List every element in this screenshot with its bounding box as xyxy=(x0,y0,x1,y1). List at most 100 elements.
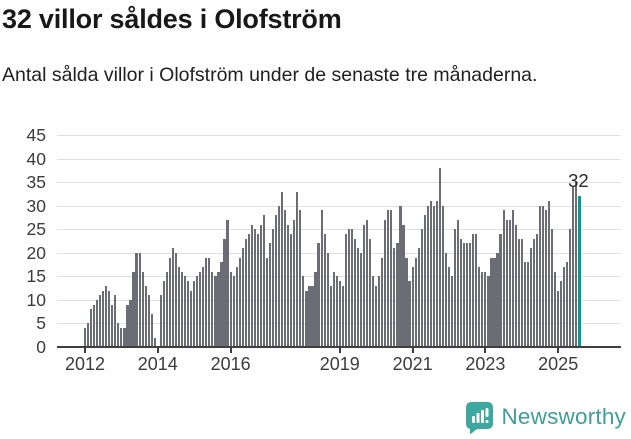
bar xyxy=(381,257,384,347)
bar xyxy=(265,257,269,347)
bar xyxy=(302,276,305,347)
x-axis-label: 2014 xyxy=(137,354,178,374)
bar xyxy=(150,314,153,347)
bar xyxy=(560,281,563,347)
bar xyxy=(390,210,393,347)
bar xyxy=(114,295,117,347)
bar xyxy=(369,238,372,347)
bar xyxy=(287,224,290,347)
newsworthy-logo-text: Newsworthy xyxy=(501,404,626,429)
bar xyxy=(162,281,165,347)
bar xyxy=(305,290,308,347)
bar xyxy=(238,257,241,347)
bar xyxy=(554,271,557,347)
bar xyxy=(256,233,259,347)
bar xyxy=(396,243,399,347)
bar xyxy=(563,266,566,347)
bar xyxy=(229,271,232,347)
bar xyxy=(529,248,532,347)
bar xyxy=(299,210,302,347)
bar xyxy=(426,205,429,347)
bar xyxy=(281,191,284,347)
bar xyxy=(174,252,178,347)
y-axis-label: 20 xyxy=(26,242,46,263)
bar xyxy=(214,276,217,347)
bar xyxy=(526,262,529,347)
bar xyxy=(262,215,266,347)
bar xyxy=(402,224,405,347)
bar xyxy=(329,285,332,347)
gridline xyxy=(57,158,621,160)
bar xyxy=(117,323,120,347)
gridline xyxy=(57,252,621,254)
bar xyxy=(517,238,520,347)
bar xyxy=(566,262,569,347)
gridline xyxy=(57,135,621,136)
bar xyxy=(359,252,363,347)
bar xyxy=(523,262,526,347)
bar xyxy=(438,168,441,347)
bar xyxy=(350,229,354,347)
x-axis-label: 2019 xyxy=(319,354,360,374)
y-axis-label: 35 xyxy=(26,172,46,193)
bar xyxy=(108,290,111,347)
bar xyxy=(208,257,211,347)
bar xyxy=(86,323,90,347)
bar xyxy=(83,328,87,347)
bar xyxy=(193,281,196,347)
bar xyxy=(296,191,299,347)
bar xyxy=(180,271,184,347)
bar xyxy=(335,276,338,347)
bar xyxy=(475,233,478,347)
bar xyxy=(429,201,432,347)
x-axis-tick xyxy=(84,348,86,353)
bar xyxy=(226,219,229,347)
x-axis-tick xyxy=(411,348,414,353)
bar xyxy=(211,271,214,347)
bar xyxy=(144,285,147,347)
bar xyxy=(408,281,411,347)
bar xyxy=(126,304,129,347)
last-value-label: 32 xyxy=(568,170,589,192)
bar xyxy=(159,295,162,347)
bar xyxy=(353,238,357,347)
bar xyxy=(135,252,138,347)
bar xyxy=(393,248,396,347)
bar xyxy=(387,210,390,347)
bar xyxy=(184,276,187,347)
bar xyxy=(132,271,135,347)
bar xyxy=(171,248,175,347)
bar xyxy=(223,238,226,347)
bar xyxy=(190,290,193,347)
bar xyxy=(453,229,457,347)
bar xyxy=(196,276,199,347)
bar xyxy=(102,290,105,347)
bar xyxy=(572,186,575,347)
bar xyxy=(147,295,150,347)
bar xyxy=(441,205,445,347)
bar xyxy=(493,257,496,347)
x-axis-line xyxy=(57,346,621,348)
bar xyxy=(414,257,417,347)
bar xyxy=(375,285,378,347)
bar xyxy=(123,328,126,347)
bar xyxy=(347,229,350,347)
bar xyxy=(129,299,132,347)
bar xyxy=(505,219,508,347)
bar xyxy=(111,304,114,347)
bar xyxy=(293,219,296,347)
bar xyxy=(217,271,220,347)
bar xyxy=(153,337,156,347)
bar-chart: 0 5 10 15 20 25 30 35 40 45 2012 2014 2016 2019 2021 20… xyxy=(26,126,621,374)
bar xyxy=(138,252,141,347)
bar xyxy=(378,276,381,347)
bar xyxy=(314,271,317,347)
bar xyxy=(469,243,472,347)
bar xyxy=(444,252,448,347)
bar xyxy=(551,229,554,347)
bar xyxy=(99,295,102,347)
x-axis-label: 2012 xyxy=(64,354,106,374)
bar xyxy=(202,266,205,347)
bar xyxy=(232,276,235,347)
